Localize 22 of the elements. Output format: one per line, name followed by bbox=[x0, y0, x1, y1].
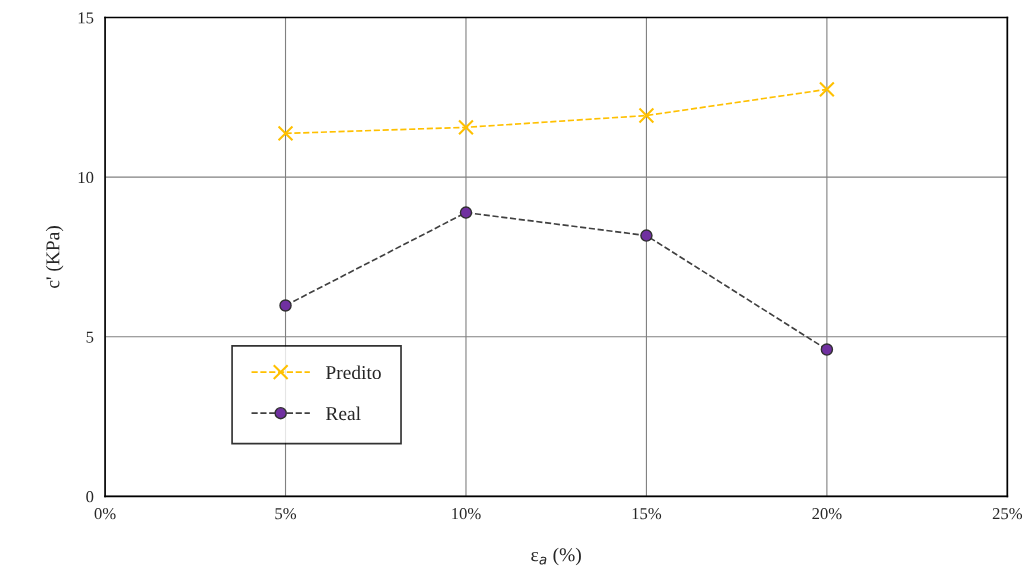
point bbox=[638, 107, 655, 124]
x-tick-label: 15% bbox=[632, 507, 662, 520]
x-tick-label: 5% bbox=[275, 507, 297, 520]
point bbox=[640, 229, 653, 242]
point bbox=[818, 81, 835, 98]
y-axis-title: c' (KPa) bbox=[45, 226, 64, 288]
point bbox=[820, 343, 834, 356]
x-tick-label: 20% bbox=[812, 507, 842, 520]
point bbox=[457, 119, 474, 136]
legend-label: Predito bbox=[325, 365, 381, 380]
x-axis-title: ε$_{a}$ (%) bbox=[531, 547, 581, 566]
point bbox=[459, 206, 473, 219]
x-tick-label: 25% bbox=[992, 507, 1023, 520]
y-tick-label: 10 bbox=[78, 171, 94, 184]
y-tick-label: 5 bbox=[86, 331, 94, 343]
point bbox=[279, 299, 292, 312]
y-tick-label: 0 bbox=[86, 491, 94, 503]
x-tick-label: 10% bbox=[452, 507, 481, 520]
y-tick-label: 15 bbox=[78, 12, 94, 24]
point bbox=[277, 125, 294, 142]
x-tick-label: 0% bbox=[94, 507, 116, 520]
legend-label: Real bbox=[325, 406, 361, 421]
